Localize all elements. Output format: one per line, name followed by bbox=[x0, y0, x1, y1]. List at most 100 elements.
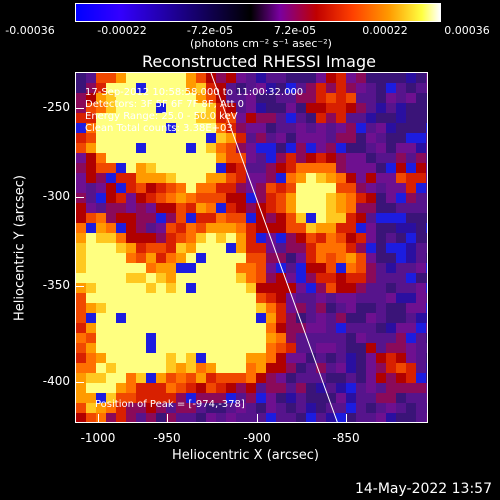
image-pixel bbox=[196, 193, 206, 203]
image-pixel bbox=[316, 153, 326, 163]
image-pixel bbox=[326, 133, 336, 143]
image-pixel bbox=[316, 173, 326, 183]
image-pixel bbox=[276, 263, 286, 273]
colorbar-tick-label: 0.00036 bbox=[444, 24, 490, 37]
image-pixel bbox=[266, 123, 276, 133]
image-pixel bbox=[136, 83, 146, 93]
image-pixel bbox=[116, 163, 126, 173]
image-pixel bbox=[256, 123, 266, 133]
image-pixel bbox=[406, 83, 416, 93]
image-pixel bbox=[176, 393, 186, 403]
image-pixel bbox=[416, 83, 426, 93]
image-pixel bbox=[76, 263, 86, 273]
image-pixel bbox=[316, 163, 326, 173]
image-pixel bbox=[376, 223, 386, 233]
image-pixel bbox=[206, 383, 216, 393]
image-pixel bbox=[216, 83, 226, 93]
image-pixel bbox=[376, 213, 386, 223]
image-pixel bbox=[316, 193, 326, 203]
datestamp: 14-May-2022 13:57 bbox=[354, 481, 492, 497]
image-pixel bbox=[346, 413, 356, 422]
image-pixel bbox=[386, 263, 396, 273]
image-pixel bbox=[186, 113, 196, 123]
image-pixel bbox=[176, 93, 186, 103]
image-pixel bbox=[96, 373, 106, 383]
image-pixel bbox=[156, 133, 166, 143]
image-pixel bbox=[176, 333, 186, 343]
image-pixel bbox=[266, 103, 276, 113]
image-pixel bbox=[336, 253, 346, 263]
image-pixel bbox=[386, 313, 396, 323]
image-pixel bbox=[186, 383, 196, 393]
image-pixel bbox=[416, 213, 426, 223]
image-pixel bbox=[286, 283, 296, 293]
image-pixel bbox=[366, 153, 376, 163]
image-pixel bbox=[166, 363, 176, 373]
image-pixel bbox=[326, 183, 336, 193]
image-pixel bbox=[346, 313, 356, 323]
image-pixel bbox=[366, 193, 376, 203]
image-pixel bbox=[186, 233, 196, 243]
image-pixel bbox=[236, 383, 246, 393]
image-pixel bbox=[376, 263, 386, 273]
image-pixel bbox=[386, 333, 396, 343]
image-pixel bbox=[366, 323, 376, 333]
image-pixel bbox=[286, 303, 296, 313]
image-pixel bbox=[216, 263, 226, 273]
image-pixel bbox=[406, 293, 416, 303]
image-pixel bbox=[96, 93, 106, 103]
image-pixel bbox=[386, 143, 396, 153]
image-pixel bbox=[346, 103, 356, 113]
image-pixel bbox=[406, 123, 416, 133]
image-pixel bbox=[276, 83, 286, 93]
image-pixel bbox=[356, 413, 366, 422]
image-pixel bbox=[306, 113, 316, 123]
image-pixel bbox=[156, 403, 166, 413]
image-pixel bbox=[356, 233, 366, 243]
image-pixel bbox=[416, 193, 426, 203]
image-pixel bbox=[146, 113, 156, 123]
image-pixel bbox=[176, 413, 186, 422]
image-pixel bbox=[246, 263, 256, 273]
image-pixel bbox=[196, 233, 206, 243]
image-pixel bbox=[276, 203, 286, 213]
image-pixel bbox=[196, 333, 206, 343]
image-pixel bbox=[306, 173, 316, 183]
image-pixel bbox=[256, 133, 266, 143]
image-pixel bbox=[256, 403, 266, 413]
image-pixel bbox=[156, 253, 166, 263]
image-pixel bbox=[396, 103, 406, 113]
image-pixel bbox=[336, 143, 346, 153]
image-pixel bbox=[236, 333, 246, 343]
image-pixel bbox=[76, 343, 86, 353]
image-pixel bbox=[156, 293, 166, 303]
image-pixel bbox=[256, 113, 266, 123]
image-pixel bbox=[156, 203, 166, 213]
image-pixel bbox=[226, 183, 236, 193]
image-pixel bbox=[366, 103, 376, 113]
image-pixel bbox=[376, 83, 386, 93]
image-pixel bbox=[356, 83, 366, 93]
image-pixel bbox=[96, 183, 106, 193]
image-pixel bbox=[296, 283, 306, 293]
image-pixel bbox=[276, 353, 286, 363]
image-pixel bbox=[146, 273, 156, 283]
image-pixel bbox=[126, 173, 136, 183]
image-pixel bbox=[246, 353, 256, 363]
image-pixel bbox=[236, 323, 246, 333]
image-pixel bbox=[206, 163, 216, 173]
image-pixel bbox=[406, 143, 416, 153]
image-pixel bbox=[186, 273, 196, 283]
image-pixel bbox=[326, 73, 336, 83]
image-pixel bbox=[406, 233, 416, 243]
image-pixel bbox=[216, 343, 226, 353]
image-pixel bbox=[416, 403, 426, 413]
image-pixel bbox=[386, 283, 396, 293]
image-pixel bbox=[306, 233, 316, 243]
image-pixel bbox=[226, 353, 236, 363]
image-pixel bbox=[226, 383, 236, 393]
image-pixel bbox=[116, 363, 126, 373]
image-pixel bbox=[346, 183, 356, 193]
image-pixel bbox=[296, 263, 306, 273]
image-pixel bbox=[316, 243, 326, 253]
